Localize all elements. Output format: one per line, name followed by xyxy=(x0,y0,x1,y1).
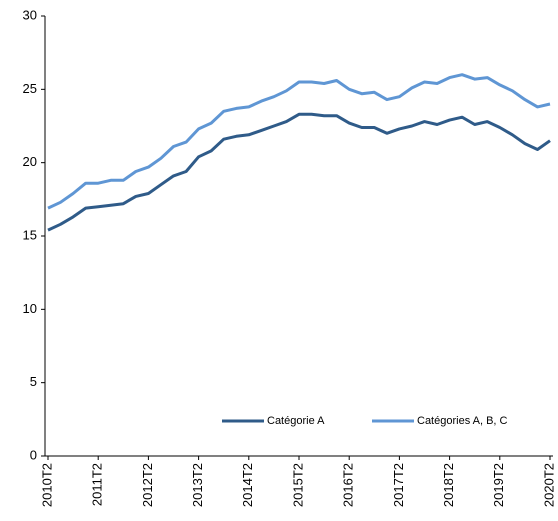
x-tick-label: 2016T2 xyxy=(341,463,356,507)
legend-label: Catégorie A xyxy=(267,415,325,427)
x-tick-label: 2015T2 xyxy=(290,463,305,507)
x-tick-label: 2018T2 xyxy=(441,463,456,507)
y-tick-label: 20 xyxy=(23,154,37,169)
x-tick-label: 2010T2 xyxy=(39,463,54,507)
y-tick-label: 10 xyxy=(23,301,37,316)
y-tick-label: 5 xyxy=(30,374,37,389)
legend-label: Catégories A, B, C xyxy=(417,415,508,427)
x-tick-label: 2020T2 xyxy=(541,463,556,507)
series-line xyxy=(47,112,551,232)
series-line xyxy=(47,73,551,210)
y-tick-label: 15 xyxy=(23,227,37,242)
x-tick-label: 2012T2 xyxy=(140,463,155,507)
y-tick-label: 25 xyxy=(23,81,37,96)
y-tick-label: 0 xyxy=(30,447,37,462)
x-tick-label: 2017T2 xyxy=(391,463,406,507)
x-tick-label: 2019T2 xyxy=(491,463,506,507)
y-tick-label: 30 xyxy=(23,7,37,22)
x-tick-label: 2011T2 xyxy=(90,463,105,506)
x-tick-label: 2014T2 xyxy=(240,463,255,507)
x-tick-label: 2013T2 xyxy=(190,463,205,507)
